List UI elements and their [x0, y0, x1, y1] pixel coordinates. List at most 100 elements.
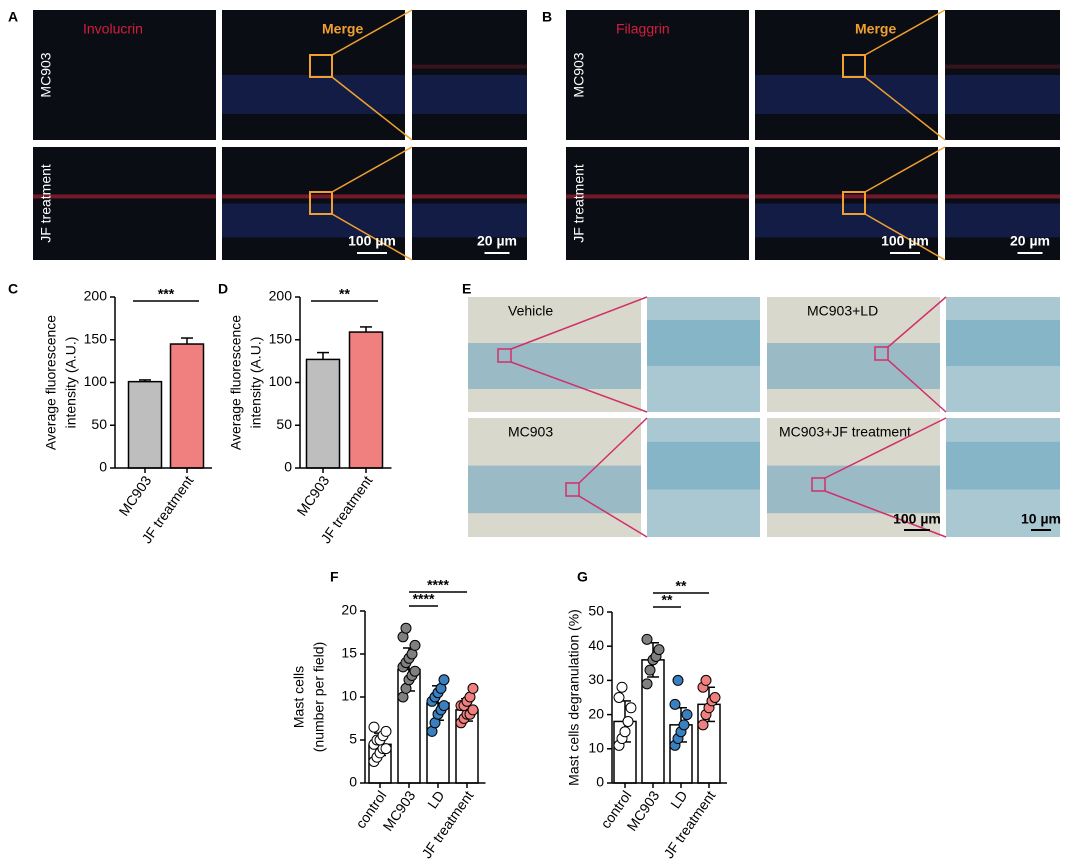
data-point	[622, 715, 634, 727]
data-point	[678, 719, 690, 731]
data-point	[641, 633, 653, 645]
data-point	[709, 692, 721, 703]
micrograph	[33, 147, 216, 260]
scale-bar-label: 100 µm	[881, 233, 929, 249]
bar	[348, 331, 384, 469]
row-label: JF treatment	[38, 164, 54, 243]
tissue	[946, 441, 1060, 490]
y-tick-label: 15	[341, 645, 357, 661]
zoom-line	[864, 213, 946, 261]
data-point	[438, 674, 450, 686]
stain-layer	[945, 64, 1060, 69]
y-tick-label: 10	[588, 740, 604, 756]
zoom-line	[331, 9, 413, 56]
significance-label: ****	[413, 591, 435, 607]
y-tick-label: 0	[99, 459, 107, 475]
tissue	[767, 465, 940, 514]
y-axis-label: Mast cells	[291, 666, 307, 728]
bar	[169, 343, 205, 469]
stain-layer	[945, 194, 1060, 199]
significance-label: **	[662, 592, 673, 608]
y-tick-label: 0	[596, 774, 604, 790]
dapi-layer	[945, 203, 1060, 238]
data-point	[409, 639, 421, 651]
zoom-line	[578, 495, 648, 538]
x-tick-label: MC903	[115, 473, 154, 519]
significance-label: ***	[158, 286, 175, 302]
data-point	[641, 678, 653, 690]
data-point	[467, 704, 479, 716]
data-point	[644, 664, 656, 676]
significance-label: **	[339, 286, 350, 302]
zoom-box	[874, 346, 889, 361]
data-point	[681, 709, 693, 721]
image-label: Vehicle	[508, 303, 553, 319]
y-tick-label: 40	[588, 637, 604, 653]
zoom-box	[309, 54, 333, 78]
y-axis-label: Mast cells degranulation (%)	[566, 609, 582, 786]
stain-layer	[412, 194, 527, 199]
zoom-line	[331, 146, 413, 193]
x-tick-label: LD	[424, 788, 447, 812]
panel-label: B	[542, 9, 552, 25]
bar	[641, 659, 665, 784]
image-label: MC903+JF treatment	[779, 424, 911, 440]
micrograph	[566, 10, 749, 140]
dapi-layer	[222, 203, 405, 238]
scale-bar-label: 100 µm	[893, 511, 941, 527]
image-label: MC903+LD	[807, 303, 878, 319]
panel-label: D	[218, 281, 228, 297]
stain-layer	[222, 194, 405, 199]
zoom-box	[565, 482, 580, 497]
stain-layer	[755, 194, 938, 199]
zoom-line	[864, 146, 946, 193]
data-point	[653, 644, 665, 656]
panel-label: C	[8, 281, 18, 297]
tissue	[946, 320, 1060, 366]
panel-label: A	[8, 9, 18, 25]
y-tick-label: 150	[269, 330, 293, 346]
dapi-layer	[755, 203, 938, 238]
data-point	[409, 665, 421, 677]
zoom-line	[510, 296, 648, 350]
scale-bar-label: 10 µm	[1021, 511, 1061, 527]
row-label: MC903	[38, 52, 54, 97]
y-tick-label: 10	[341, 688, 357, 704]
y-tick-label: 30	[588, 671, 604, 687]
data-point	[380, 743, 392, 755]
y-tick-label: 50	[91, 416, 107, 432]
zoom-line	[887, 359, 947, 413]
x-tick-label: LD	[667, 788, 690, 812]
data-point	[619, 726, 631, 738]
significance-label: **	[676, 578, 687, 594]
data-point	[613, 692, 625, 703]
zoom-line	[824, 417, 947, 479]
data-point	[700, 674, 712, 686]
stain-layer	[33, 194, 216, 199]
panel-label: F	[330, 569, 339, 585]
panel-label: G	[577, 569, 588, 585]
zoom-line	[887, 296, 947, 348]
dapi-layer	[412, 203, 527, 238]
y-axis-label: (number per field)	[311, 642, 327, 753]
stain-layer	[412, 64, 527, 69]
tissue	[468, 343, 641, 389]
data-point	[672, 674, 684, 686]
y-axis-label: intensity (A.U.)	[63, 337, 79, 429]
micrograph	[566, 147, 749, 260]
data-point	[616, 681, 628, 693]
x-tick-label: MC903	[293, 473, 332, 519]
y-axis-label: intensity (A.U.)	[248, 337, 264, 429]
y-tick-label: 20	[341, 602, 357, 618]
dapi-layer	[222, 75, 405, 114]
bar	[127, 380, 163, 469]
data-point	[368, 721, 380, 733]
stain-layer	[566, 194, 749, 199]
y-tick-label: 20	[588, 705, 604, 721]
bar	[305, 358, 341, 469]
data-point	[625, 702, 637, 714]
y-tick-label: 200	[269, 288, 293, 304]
data-point	[400, 622, 412, 634]
significance-label: ****	[427, 577, 449, 593]
